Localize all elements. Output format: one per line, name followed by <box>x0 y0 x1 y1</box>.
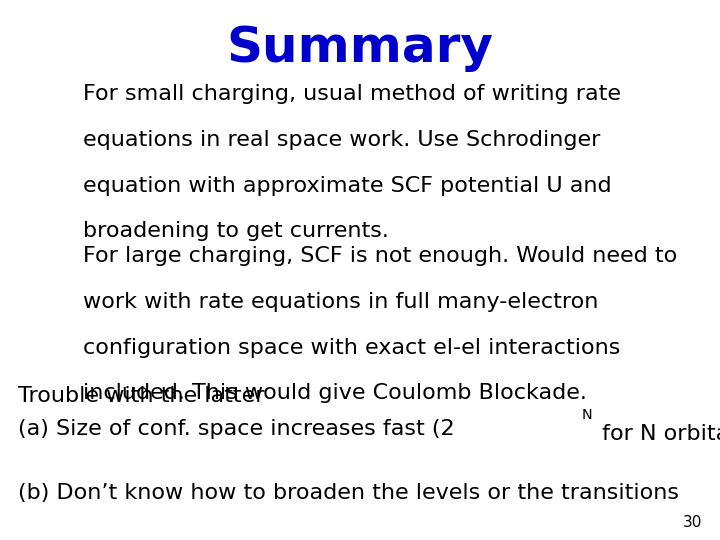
Text: broadening to get currents.: broadening to get currents. <box>83 221 389 241</box>
Text: (b) Don’t know how to broaden the levels or the transitions: (b) Don’t know how to broaden the levels… <box>18 483 679 503</box>
Text: configuration space with exact el-el interactions: configuration space with exact el-el int… <box>83 338 620 357</box>
Text: N: N <box>581 408 592 422</box>
Text: equations in real space work. Use Schrodinger: equations in real space work. Use Schrod… <box>83 130 600 150</box>
Text: work with rate equations in full many-electron: work with rate equations in full many-el… <box>83 292 598 312</box>
Text: for N orbitals): for N orbitals) <box>595 424 720 444</box>
Text: 30: 30 <box>683 515 702 530</box>
Text: For large charging, SCF is not enough. Would need to: For large charging, SCF is not enough. W… <box>83 246 677 266</box>
Text: equation with approximate SCF potential U and: equation with approximate SCF potential … <box>83 176 611 195</box>
Text: Summary: Summary <box>227 24 493 72</box>
Text: For small charging, usual method of writing rate: For small charging, usual method of writ… <box>83 84 621 104</box>
Text: (a) Size of conf. space increases fast (2: (a) Size of conf. space increases fast (… <box>18 418 454 438</box>
Text: Trouble with the latter: Trouble with the latter <box>18 386 264 406</box>
Text: included. This would give Coulomb Blockade.: included. This would give Coulomb Blocka… <box>83 383 587 403</box>
